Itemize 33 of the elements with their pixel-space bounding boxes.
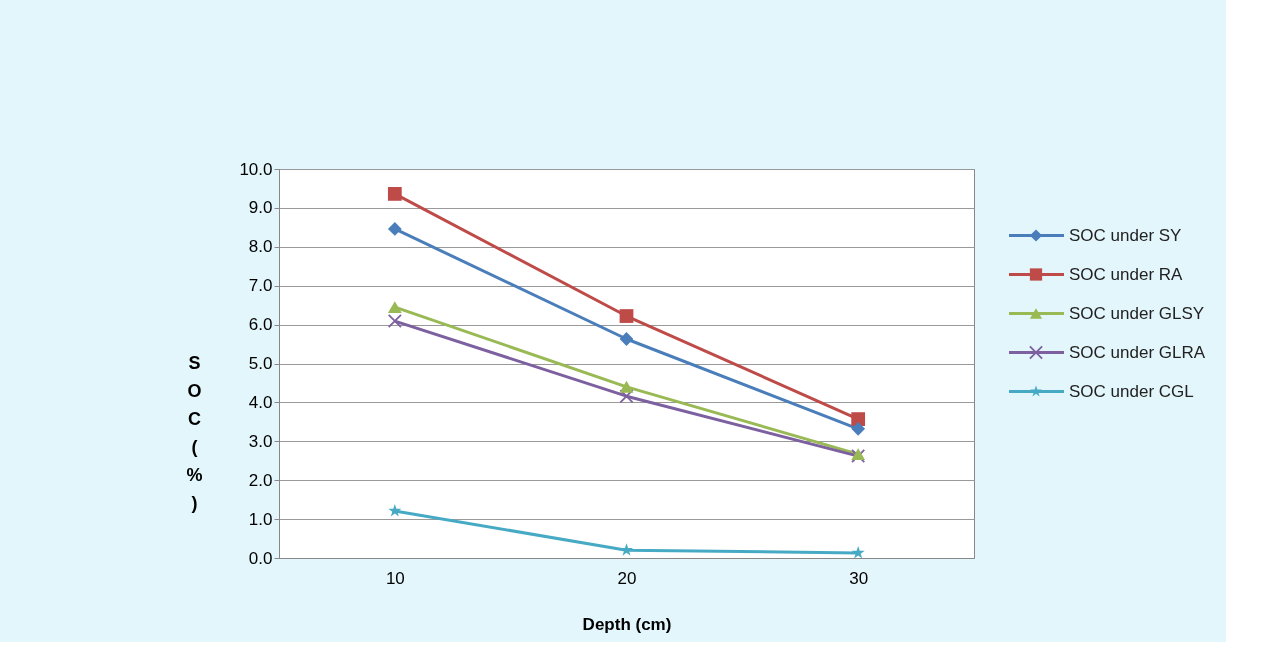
legend-label: SOC under GLSY — [1069, 303, 1205, 323]
point — [387, 222, 402, 236]
y-tick-label: 9.0 — [248, 198, 273, 218]
y-tick-label: 4.0 — [248, 392, 273, 412]
y-tick-label: 1.0 — [248, 509, 273, 529]
point — [388, 504, 402, 517]
y-tick-label: 5.0 — [248, 354, 273, 373]
y-axis-title: SOC (%) — [186, 353, 203, 513]
legend-label: SOC under SY — [1069, 225, 1182, 245]
legend-label: SOC under GLRA — [1069, 342, 1206, 362]
x-axis-title: Depth (cm) — [582, 614, 672, 634]
point — [619, 380, 634, 393]
x-tick-label: 20 — [617, 568, 637, 588]
y-tick-label: 7.0 — [248, 276, 273, 296]
y-tick-label: 3.0 — [248, 431, 273, 451]
x-tick-label: 10 — [385, 568, 405, 588]
x-tick-label: 30 — [849, 568, 869, 588]
y-tick-label: 10.0 — [239, 159, 273, 179]
y-tick-label: 2.0 — [248, 470, 273, 490]
point — [387, 187, 402, 201]
legend-label: SOC under CGL — [1069, 381, 1194, 401]
point — [387, 301, 402, 314]
point — [619, 309, 634, 323]
point — [851, 546, 865, 559]
point — [851, 421, 866, 436]
point — [619, 332, 634, 346]
legend-label: SOC under RA — [1069, 264, 1184, 284]
point — [387, 314, 402, 329]
y-tick-label: 0.0 — [248, 548, 273, 568]
y-tick-label: 6.0 — [248, 315, 273, 335]
y-tick-label: 8.0 — [248, 237, 273, 257]
point — [851, 412, 866, 427]
point — [619, 389, 634, 404]
